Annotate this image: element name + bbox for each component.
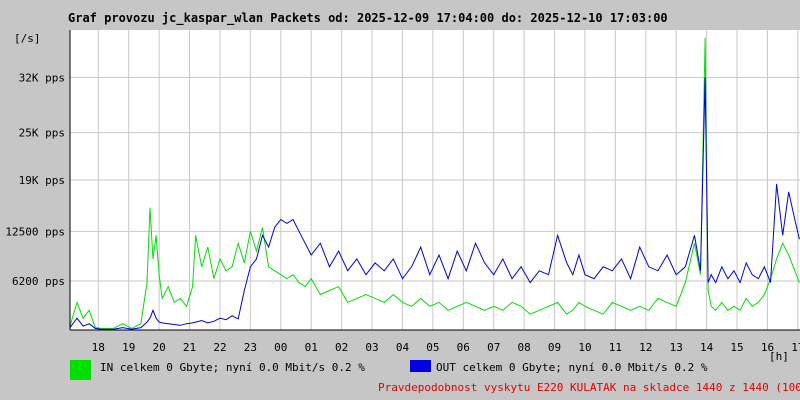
x-axis-unit-label: [h] (769, 350, 789, 363)
x-tick-label: 09 (548, 341, 561, 354)
x-tick-label: 22 (213, 341, 226, 354)
x-tick-label: 10 (578, 341, 591, 354)
y-tick-label: 25K pps (19, 127, 65, 140)
y-tick-label: 12500 pps (5, 225, 65, 238)
legend-in-text: IN celkem 0 Gbyte; nyní 0.0 Mbit/s 0.2 % (100, 361, 365, 374)
y-tick-label: 32K pps (19, 71, 65, 84)
x-tick-label: 17 (791, 341, 800, 354)
x-tick-label: 01 (305, 341, 318, 354)
y-axis-unit-label: [/s] (14, 32, 41, 45)
x-tick-label: 15 (730, 341, 743, 354)
x-axis-labels: 18 19 20 21 22 23 00 01 02 03 04 05 06 07 08 09 10 11 12 13… (92, 341, 800, 354)
x-tick-label: 06 (457, 341, 470, 354)
x-tick-label: 02 (335, 341, 348, 354)
grid-lines (70, 30, 800, 330)
series-in-line (69, 37, 800, 329)
series-out-line (69, 77, 800, 330)
y-tick-label: 6200 pps (12, 275, 65, 288)
x-tick-label: 14 (700, 341, 714, 354)
y-tick-label: 19K pps (19, 174, 65, 187)
x-tick-label: 13 (670, 341, 683, 354)
x-tick-label: 08 (517, 341, 530, 354)
chart-title: Graf provozu jc_kaspar_wlan Packets od: … (68, 11, 668, 26)
x-tick-label: 20 (152, 341, 165, 354)
x-tick-label: 16 (761, 341, 774, 354)
x-tick-label: 03 (365, 341, 378, 354)
x-tick-label: 05 (426, 341, 439, 354)
y-axis-labels: 6200 pps 12500 pps 19K pps 25K pps 32K pps (5, 71, 65, 288)
x-tick-label: 11 (609, 341, 622, 354)
legend-in-swatch (70, 360, 91, 380)
x-tick-label: 18 (92, 341, 105, 354)
x-tick-label: 00 (274, 341, 287, 354)
x-tick-label: 04 (396, 341, 410, 354)
x-tick-label: 07 (487, 341, 500, 354)
probability-note: Pravdepodobnost vyskytu E220 KULATAK na … (378, 381, 800, 394)
legend-out-swatch (410, 360, 431, 372)
legend-out-text: OUT celkem 0 Gbyte; nyní 0.0 Mbit/s 0.2 … (436, 361, 708, 374)
x-tick-label: 12 (639, 341, 652, 354)
x-tick-label: 23 (244, 341, 257, 354)
x-tick-label: 19 (122, 341, 135, 354)
x-tick-label: 21 (183, 341, 196, 354)
